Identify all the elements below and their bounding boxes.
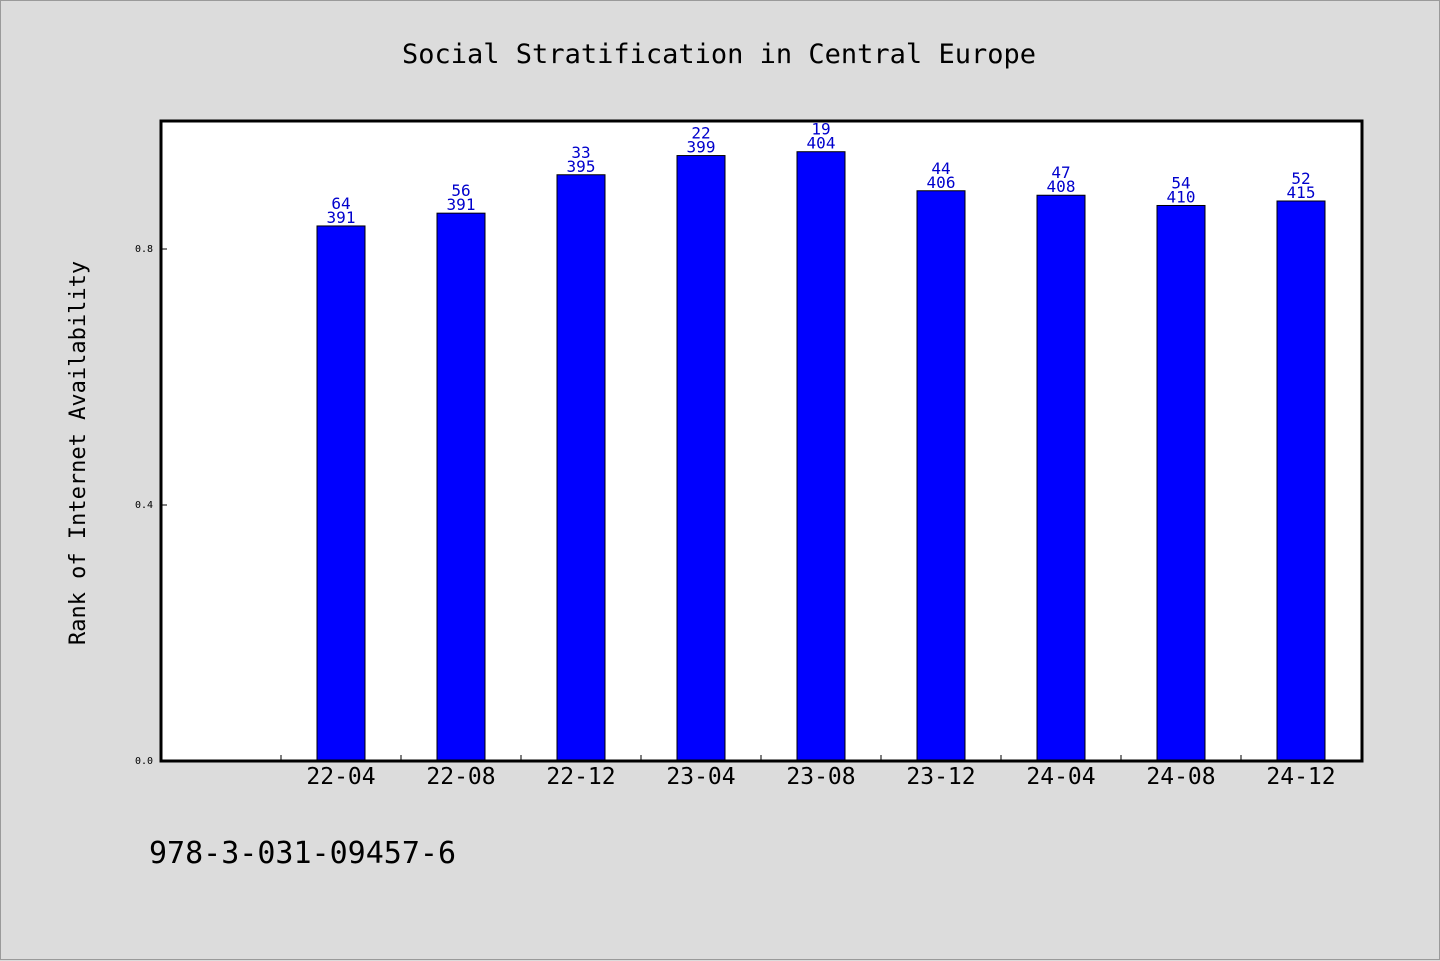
data-label-bottom: 399 [687,138,716,157]
bars-layer [316,151,1326,762]
x-tick-label: 23-04 [666,764,735,790]
bar [316,225,366,762]
data-label-bottom: 391 [327,208,356,227]
data-label-top: 22 [691,124,710,143]
bar [1036,194,1086,762]
bar [556,174,606,762]
x-tick-label: 24-12 [1266,764,1335,790]
data-label-top: 44 [931,159,950,178]
data-label-bottom: 391 [447,195,476,214]
x-tick-label: 24-04 [1026,764,1095,790]
chart-title: Social Stratification in Central Europe [402,39,1036,70]
data-label-top: 64 [331,194,350,213]
bar [916,190,966,762]
y-tick-label: 0.8 [135,244,153,255]
bar [436,212,486,762]
y-axis-label: Rank of Internet Availability [66,261,91,645]
x-tick-label: 23-08 [786,764,855,790]
data-label-top: 54 [1171,173,1190,192]
y-tick-label: 0.0 [135,756,153,767]
data-label-top: 56 [451,181,470,200]
data-label-bottom: 415 [1287,183,1316,202]
data-label-bottom: 410 [1167,187,1196,206]
bar [1156,204,1206,762]
bar [676,155,726,762]
x-tick-label: 22-04 [306,764,375,790]
x-axis: 22-04 22-08 22-12 23-04 23-08 23-12 24-04 24-08… [280,755,1362,790]
y-tick-label: 0.4 [135,500,153,511]
bar [1276,200,1326,762]
bar [796,151,846,762]
data-label-bottom: 408 [1047,177,1076,196]
data-label-top: 47 [1051,163,1070,182]
x-tick-label: 22-08 [426,764,495,790]
data-label-top: 33 [571,143,590,162]
data-label-top: 19 [811,120,830,139]
footer-code: 978-3-031-09457-6 [149,836,456,871]
data-label-top: 52 [1291,169,1310,188]
x-tick-label: 22-12 [546,764,615,790]
plot-border [159,119,1364,763]
x-tick-label: 24-08 [1146,764,1215,790]
data-label-bottom: 406 [927,173,956,192]
data-label-bottom: 404 [807,134,836,153]
data-label-bottom: 395 [567,157,596,176]
x-tick-label: 23-12 [906,764,975,790]
